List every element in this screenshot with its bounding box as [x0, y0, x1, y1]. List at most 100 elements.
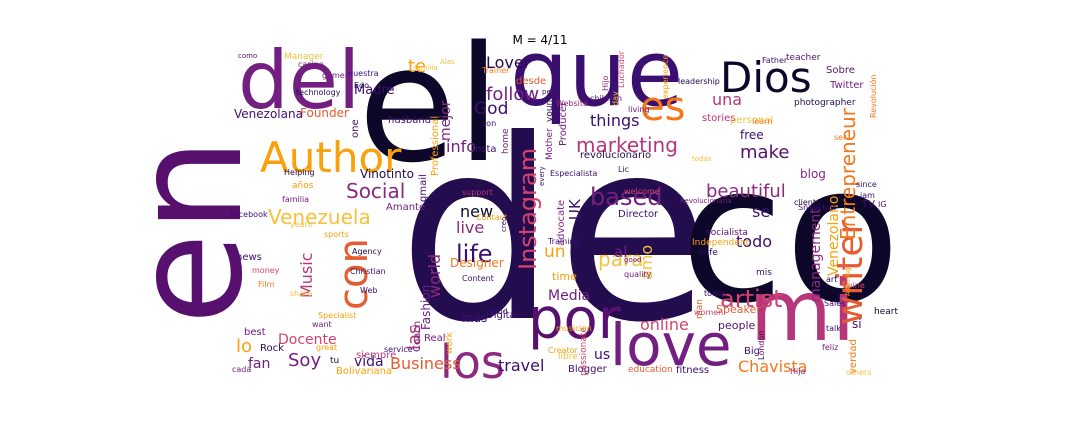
word-cloud-word: new [460, 202, 493, 221]
word-cloud-word: Especialista [550, 169, 597, 178]
word-cloud-word: de [398, 86, 711, 377]
word-cloud-word: Soy [288, 350, 321, 371]
word-cloud-word: Sobre [826, 65, 855, 76]
word-cloud-word: make [740, 142, 789, 163]
word-cloud-word: sports [324, 230, 349, 239]
word-cloud-word: time [552, 270, 577, 283]
word-cloud-word: passionate [579, 327, 589, 376]
word-cloud-word: welcome [624, 187, 660, 196]
word-cloud-word: si [852, 317, 862, 331]
word-cloud-word: creo [500, 217, 508, 232]
word-cloud-word: feliz [822, 343, 838, 352]
word-cloud-word: fan [248, 356, 270, 372]
word-cloud-word: follow [486, 84, 539, 105]
word-cloud-word: gmail [418, 174, 429, 202]
word-cloud-word: art [826, 275, 837, 284]
word-cloud-word: Luchador [617, 50, 626, 88]
word-cloud-word: casino [298, 60, 324, 69]
word-cloud-word: una [712, 90, 742, 109]
word-cloud-word: Media [548, 288, 590, 304]
word-cloud-word: Madre [354, 83, 395, 98]
word-cloud-word: blog [800, 167, 826, 181]
word-cloud-word: Vinotinto [360, 167, 414, 181]
word-cloud-word: things [590, 111, 640, 130]
word-cloud-word: siempre [356, 350, 396, 361]
word-cloud-word: Sales [824, 299, 845, 308]
word-cloud-word: Helping [284, 168, 315, 177]
word-cloud-word: love [610, 311, 732, 379]
word-cloud-word: Contact [476, 213, 507, 222]
word-cloud-word: technology [296, 88, 341, 97]
word-cloud-word: Amante [386, 202, 425, 213]
word-cloud-word: amo [637, 245, 656, 280]
word-cloud-word: Content [462, 274, 494, 283]
word-cloud-word: quality [624, 270, 652, 279]
word-cloud-word: por [528, 287, 622, 352]
word-cloud-word: travel [498, 356, 544, 375]
word-cloud-word: children [590, 94, 622, 103]
word-cloud-word: stories [702, 113, 736, 124]
word-cloud-word: writer [830, 219, 871, 325]
word-cloud-word: desde [516, 76, 546, 87]
word-cloud-word: Fashion [419, 285, 433, 330]
word-cloud-word: nuestra [348, 69, 379, 78]
figure-title: M = 4/11 [512, 33, 568, 47]
word-cloud-word: Alas [440, 58, 455, 66]
word-cloud-word: Edo [354, 81, 369, 90]
word-cloud-word: Chavista [738, 357, 807, 376]
word-cloud-word: Web [360, 286, 377, 295]
word-cloud-word: para [598, 247, 643, 271]
word-cloud-word: Mother [545, 128, 555, 160]
word-cloud-word: Specialist [318, 311, 356, 320]
word-cloud-word: Music [297, 252, 316, 298]
word-cloud-word: Rock [260, 343, 284, 354]
word-cloud-word: share [290, 289, 312, 298]
word-cloud-word: management [808, 208, 824, 302]
word-cloud-word: since [856, 180, 877, 189]
word-cloud-word: revolucionario [580, 150, 651, 161]
word-cloud-word: Snapchat [798, 203, 836, 212]
word-cloud-word: Venezuela [268, 205, 371, 229]
word-cloud-word: Father [762, 56, 788, 65]
word-cloud-word: Facebook [230, 210, 268, 219]
word-cloud-word: best [244, 327, 266, 338]
word-cloud-word: young [545, 94, 555, 122]
word-cloud-word: personal [730, 115, 773, 126]
word-cloud-word: Entrepreneur [836, 107, 860, 240]
word-cloud-word: IG [878, 200, 887, 209]
word-cloud-word: artist [720, 285, 783, 313]
word-cloud-word: Manager [284, 52, 324, 62]
word-cloud-word: others [846, 368, 871, 377]
word-cloud-word: musician [556, 324, 592, 333]
word-cloud-word: todos [704, 289, 726, 298]
word-cloud-word: good [624, 256, 641, 264]
word-cloud-word: live [456, 218, 484, 237]
word-cloud-word: todo [736, 232, 772, 251]
word-cloud-word: Coach [412, 321, 423, 352]
word-cloud-word: Designer [450, 256, 504, 270]
word-cloud-word: support [462, 188, 493, 197]
word-cloud-word: years [290, 220, 312, 229]
word-cloud-word: Lic [618, 165, 629, 174]
word-cloud-word: great [316, 343, 337, 352]
word-cloud-word: familia [414, 64, 438, 72]
word-cloud-word: familia [282, 195, 309, 204]
word-cloud-word: info [446, 137, 476, 156]
word-cloud-word: del [238, 34, 360, 127]
word-cloud-word: Digital [486, 310, 518, 321]
word-cloud-word: co [680, 124, 901, 345]
word-cloud-word: Christian [350, 267, 386, 276]
word-cloud-word: Social [346, 179, 405, 203]
word-cloud-word: fitness [676, 365, 709, 376]
word-cloud-word: el [358, 11, 501, 198]
word-cloud-word: photographer [794, 98, 856, 108]
word-cloud-word: mejor [438, 100, 454, 141]
word-cloud-word: heart [874, 307, 898, 317]
word-cloud-word: Big [744, 346, 760, 357]
word-cloud-word: Hijo [601, 76, 610, 91]
word-cloud-word: te [408, 56, 426, 77]
word-cloud-word: es [640, 84, 685, 130]
word-cloud-word: news [236, 252, 262, 263]
word-cloud-word: free [740, 128, 764, 142]
word-cloud-word: ser [834, 133, 847, 142]
